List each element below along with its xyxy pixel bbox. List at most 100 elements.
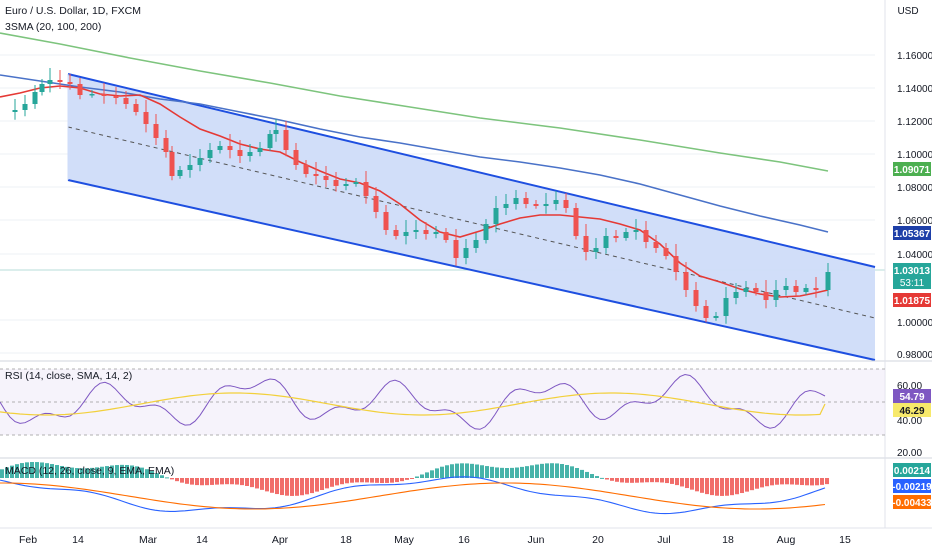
candle-up bbox=[433, 232, 439, 234]
candle-down bbox=[153, 124, 159, 138]
candle-up bbox=[483, 224, 489, 240]
candle-up bbox=[257, 148, 263, 152]
candle-down bbox=[313, 174, 319, 176]
macd-hist-bar bbox=[295, 478, 299, 496]
candle-down bbox=[133, 104, 139, 112]
rsi-value-badge bbox=[893, 389, 931, 403]
macd-hist-bar bbox=[255, 478, 259, 489]
macd-price-labels: 0.00214 -0.00219 -0.00433 bbox=[892, 463, 932, 509]
y-tick-label: 1.06000 bbox=[897, 216, 932, 227]
candles-group bbox=[12, 68, 831, 324]
candle-down bbox=[683, 272, 689, 290]
y-tick-label: 1.14000 bbox=[897, 84, 932, 95]
macd-hist-bar bbox=[415, 476, 419, 478]
y-tick-label: 1.10000 bbox=[897, 150, 932, 161]
macd-hist-bar bbox=[155, 473, 159, 478]
x-tick-label: Jun bbox=[528, 534, 545, 546]
macd-hist-bar bbox=[100, 466, 104, 478]
candle-up bbox=[247, 152, 253, 156]
macd-hist-bar bbox=[420, 474, 424, 478]
macd-hist-bar bbox=[165, 477, 169, 479]
rsi-axis: 60.00 40.00 20.00 bbox=[897, 381, 922, 459]
x-tick-label: Aug bbox=[777, 534, 796, 546]
macd-hist-bar bbox=[760, 478, 764, 488]
macd-hist-bar bbox=[370, 478, 374, 483]
macd-hist-bar bbox=[465, 463, 469, 478]
candle-down bbox=[653, 242, 659, 248]
rsi-line bbox=[0, 373, 826, 430]
macd-hist-bar bbox=[55, 465, 59, 478]
macd-hist-bar bbox=[380, 478, 384, 483]
candle-down bbox=[283, 130, 289, 150]
macd-hist-bar bbox=[490, 466, 494, 478]
macd-hist-bar bbox=[280, 478, 284, 496]
rsi-indicator-label[interactable]: RSI (14, close, SMA, 14, 2) bbox=[5, 370, 132, 382]
macd-hist-bar bbox=[275, 478, 279, 495]
y-tick-label: 1.12000 bbox=[897, 117, 932, 128]
candle-up bbox=[803, 288, 809, 292]
macd-hist-bar bbox=[20, 463, 24, 478]
candle-up bbox=[207, 150, 213, 158]
macd-hist-bar bbox=[645, 478, 649, 483]
candle-down bbox=[813, 288, 819, 290]
macd-hist-bar bbox=[25, 462, 29, 478]
macd-signal-text: -0.00433 bbox=[892, 498, 932, 509]
macd-histogram bbox=[0, 461, 829, 496]
macd-hist-bar bbox=[620, 478, 624, 483]
macd-hist-bar bbox=[780, 478, 784, 485]
macd-hist-text: 0.00214 bbox=[894, 466, 931, 477]
macd-hist-bar bbox=[35, 462, 39, 478]
channel-upper-line[interactable] bbox=[67, 73, 876, 268]
macd-hist-bar bbox=[595, 476, 599, 478]
candle-up bbox=[623, 232, 629, 238]
macd-hist-bar bbox=[195, 478, 199, 486]
macd-hist-bar bbox=[775, 478, 779, 485]
macd-hist-bar bbox=[170, 478, 174, 480]
macd-line bbox=[0, 476, 826, 515]
macd-hist-bar bbox=[355, 478, 359, 483]
macd-hist-bar bbox=[290, 478, 294, 496]
macd-hist-bar bbox=[140, 467, 144, 478]
macd-hist-bar bbox=[515, 467, 519, 478]
macd-hist-bar bbox=[135, 466, 139, 478]
macd-hist-bar bbox=[445, 465, 449, 478]
macd-hist-bar bbox=[5, 467, 9, 478]
macd-hist-bar bbox=[580, 469, 584, 478]
price-axis: USD 1.16000 1.14000 1.12000 1.10000 1.08… bbox=[897, 6, 932, 361]
macd-hist-bar bbox=[615, 478, 619, 482]
candle-down bbox=[237, 150, 243, 156]
macd-hist-bar bbox=[435, 468, 439, 478]
macd-line-badge bbox=[893, 479, 931, 493]
macd-hist-bar bbox=[105, 466, 109, 478]
macd-signal-line bbox=[0, 482, 826, 510]
macd-hist-bar bbox=[150, 471, 154, 478]
channel-lower-line[interactable] bbox=[67, 179, 876, 361]
macd-hist-bar bbox=[50, 464, 54, 478]
macd-hist-bar bbox=[205, 478, 209, 486]
macd-hist-bar bbox=[385, 478, 389, 483]
macd-indicator-label[interactable]: MACD (12, 26, close, 9, EMA, EMA) bbox=[5, 465, 174, 477]
candle-down bbox=[57, 80, 63, 82]
candle-down bbox=[673, 256, 679, 272]
bar-countdown-text: 53:11 bbox=[900, 278, 925, 289]
candle-down bbox=[643, 230, 649, 242]
macd-hist-bar bbox=[590, 474, 594, 478]
candle-up bbox=[513, 198, 519, 204]
candle-up bbox=[633, 230, 639, 232]
macd-hist-bar bbox=[820, 478, 824, 485]
macd-hist-bar bbox=[510, 467, 514, 478]
candle-down bbox=[453, 240, 459, 258]
symbol-title: Euro / U.S. Dollar, 1D, FXCM bbox=[5, 5, 141, 17]
macd-hist-bar bbox=[715, 478, 719, 496]
time-axis[interactable]: Feb 14 Mar 14 Apr 18 May 16 Jun 20 Jul 1… bbox=[19, 534, 851, 546]
candle-up bbox=[493, 208, 499, 224]
macd-hist-bar bbox=[485, 466, 489, 478]
chart-legend[interactable]: Euro / U.S. Dollar, 1D, FXCM 3SMA (20, 1… bbox=[5, 5, 141, 33]
x-tick-label: 14 bbox=[196, 534, 208, 546]
candle-up bbox=[713, 316, 719, 318]
candle-down bbox=[563, 200, 569, 208]
macd-hist-bar bbox=[430, 470, 434, 478]
x-tick-label: 14 bbox=[72, 534, 84, 546]
